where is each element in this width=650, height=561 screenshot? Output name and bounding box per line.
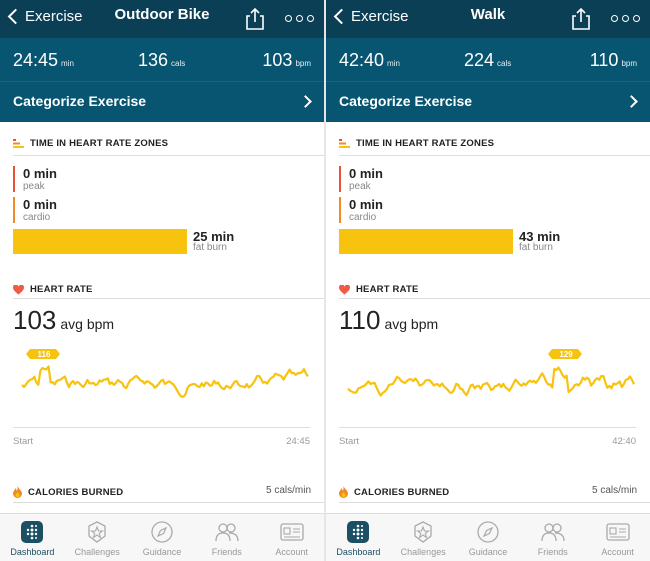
back-label: Exercise bbox=[25, 8, 83, 25]
back-button[interactable]: Exercise bbox=[7, 8, 83, 25]
calorie-rate: 5 cals/min bbox=[591, 485, 637, 496]
categorize-label: Categorize Exercise bbox=[339, 93, 473, 109]
chevron-right-icon bbox=[625, 95, 638, 108]
calorie-rate: 5 cals/min bbox=[265, 485, 311, 496]
divider bbox=[339, 155, 650, 156]
dashboard-icon bbox=[347, 521, 370, 543]
fat-burn-bar bbox=[13, 229, 187, 254]
svg-text:129: 129 bbox=[559, 350, 573, 359]
chart-end-label: 42:40 bbox=[612, 436, 636, 447]
more-options-icon[interactable] bbox=[285, 15, 314, 22]
compass-icon bbox=[477, 521, 499, 543]
duration-stat: 42:40 min bbox=[339, 50, 400, 70]
calories-stat: 224 cals bbox=[464, 50, 512, 70]
dashboard-icon bbox=[21, 521, 44, 543]
divider bbox=[13, 155, 324, 156]
categorize-exercise-row[interactable]: Categorize Exercise bbox=[326, 81, 650, 122]
chevron-right-icon bbox=[299, 95, 312, 108]
heart-rate-header: HEART RATE bbox=[13, 284, 93, 295]
average-heart-rate: 103 avg bpm bbox=[13, 305, 115, 335]
tab-friends[interactable]: Friends bbox=[194, 514, 259, 561]
heart-rate-header: HEART RATE bbox=[339, 284, 419, 295]
nav-bar: Exercise Walk bbox=[326, 0, 650, 38]
calories-header: CALORIES BURNED bbox=[339, 486, 449, 498]
tab-bar: Dashboard Challenges Guidance Friends bbox=[326, 513, 650, 561]
chevron-left-icon bbox=[7, 8, 24, 25]
tab-account[interactable]: Account bbox=[585, 514, 650, 561]
chart-axis bbox=[13, 427, 310, 428]
chart-start-label: Start bbox=[339, 436, 360, 447]
flame-icon bbox=[13, 486, 22, 498]
svg-text:116: 116 bbox=[38, 350, 51, 359]
heart-icon bbox=[339, 284, 350, 295]
back-button[interactable]: Exercise bbox=[333, 8, 409, 25]
compass-icon bbox=[151, 521, 173, 543]
challenges-star-icon bbox=[88, 521, 106, 543]
summary-stats: 24:45 min 136 cals 103 bpm bbox=[0, 38, 324, 81]
duration-stat: 24:45 min bbox=[13, 50, 74, 70]
fat-burn-bar bbox=[339, 229, 513, 254]
tab-challenges[interactable]: Challenges bbox=[65, 514, 130, 561]
tab-challenges[interactable]: Challenges bbox=[391, 514, 456, 561]
friends-icon bbox=[541, 523, 565, 542]
summary-stats: 42:40 min 224 cals 110 bpm bbox=[326, 38, 650, 81]
heart-rate-stat: 103 bpm bbox=[262, 50, 311, 70]
tab-account[interactable]: Account bbox=[259, 514, 324, 561]
account-card-icon bbox=[279, 523, 304, 541]
heart-rate-line bbox=[347, 366, 636, 397]
tab-friends[interactable]: Friends bbox=[520, 514, 585, 561]
chart-start-label: Start bbox=[13, 436, 34, 447]
categorize-label: Categorize Exercise bbox=[13, 93, 147, 109]
challenges-star-icon bbox=[414, 521, 432, 543]
zones-icon bbox=[13, 139, 24, 148]
average-heart-rate: 110 avg bpm bbox=[339, 305, 439, 335]
fat-burn-value: 25 min bbox=[193, 229, 235, 244]
zones-icon bbox=[339, 139, 350, 148]
divider bbox=[13, 502, 324, 503]
account-card-icon bbox=[605, 523, 630, 541]
tab-guidance[interactable]: Guidance bbox=[456, 514, 521, 561]
heart-rate-chart: 129 bbox=[347, 349, 636, 397]
divider bbox=[339, 502, 650, 503]
divider bbox=[13, 298, 324, 299]
fat-burn-label: fat burn bbox=[519, 242, 553, 253]
categorize-exercise-row[interactable]: Categorize Exercise bbox=[0, 81, 324, 122]
heart-rate-stat: 110 bpm bbox=[589, 50, 637, 70]
share-icon[interactable] bbox=[570, 7, 592, 31]
chart-axis bbox=[339, 427, 636, 428]
flame-icon bbox=[339, 486, 348, 498]
more-options-icon[interactable] bbox=[611, 15, 640, 22]
heart-rate-chart: 116 bbox=[21, 349, 309, 398]
heart-rate-line bbox=[21, 365, 309, 398]
outdoor-bike-screen: Exercise Outdoor Bike 24:45 min 136 cals 1… bbox=[0, 0, 324, 561]
peak-heart-rate-badge: 116 bbox=[26, 349, 60, 359]
zones-header: TIME IN HEART RATE ZONES bbox=[13, 138, 168, 149]
tab-dashboard[interactable]: Dashboard bbox=[0, 514, 65, 561]
share-icon[interactable] bbox=[244, 7, 266, 31]
chevron-left-icon bbox=[333, 8, 350, 25]
chart-end-label: 24:45 bbox=[286, 436, 310, 447]
back-label: Exercise bbox=[351, 8, 409, 25]
calories-header: CALORIES BURNED bbox=[13, 486, 123, 498]
friends-icon bbox=[215, 523, 239, 542]
peak-heart-rate-badge: 129 bbox=[548, 349, 582, 359]
tab-dashboard[interactable]: Dashboard bbox=[326, 514, 391, 561]
zones-header: TIME IN HEART RATE ZONES bbox=[339, 138, 494, 149]
walk-screen: Exercise Walk 42:40 min 224 cals 110 bpm Ca… bbox=[326, 0, 650, 561]
calories-stat: 136 cals bbox=[138, 50, 186, 70]
heart-icon bbox=[13, 284, 24, 295]
tab-guidance[interactable]: Guidance bbox=[130, 514, 195, 561]
fat-burn-label: fat burn bbox=[193, 242, 227, 253]
nav-bar: Exercise Outdoor Bike bbox=[0, 0, 324, 38]
divider bbox=[339, 298, 650, 299]
fat-burn-value: 43 min bbox=[519, 229, 561, 244]
tab-bar: Dashboard Challenges Guidance Friends bbox=[0, 513, 324, 561]
